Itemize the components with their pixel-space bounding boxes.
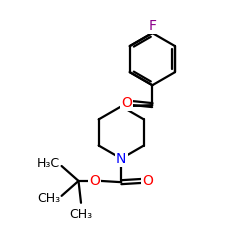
Text: O: O xyxy=(89,174,100,188)
Text: CH₃: CH₃ xyxy=(37,192,60,205)
Text: O: O xyxy=(121,96,132,110)
Text: CH₃: CH₃ xyxy=(70,208,92,221)
Text: H₃C: H₃C xyxy=(37,157,60,170)
Text: O: O xyxy=(142,174,153,188)
Text: N: N xyxy=(116,152,126,166)
Text: F: F xyxy=(148,19,156,33)
